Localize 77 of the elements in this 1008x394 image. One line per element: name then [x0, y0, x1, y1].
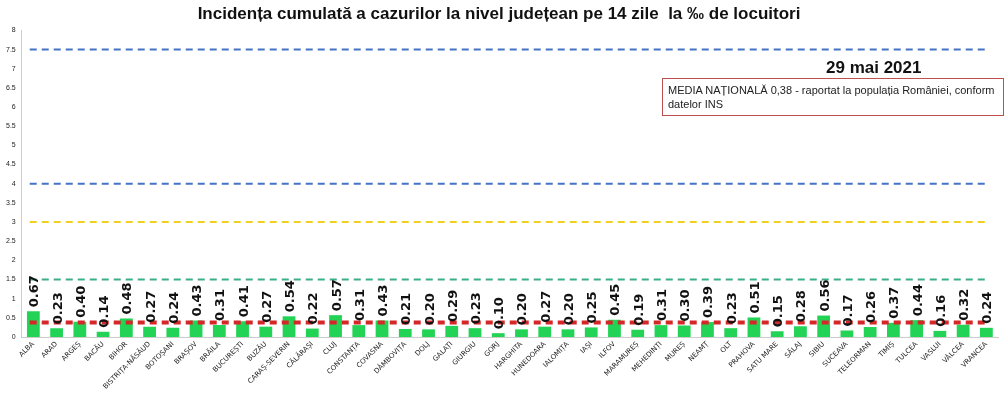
data-label: 0.31 [212, 289, 228, 322]
bar [956, 324, 970, 337]
bar [73, 321, 87, 337]
data-label: 0.20 [514, 293, 530, 326]
data-label: 0.14 [96, 295, 112, 328]
bar [352, 325, 366, 337]
bar [979, 327, 993, 337]
bar [863, 327, 877, 337]
bar [259, 326, 273, 337]
data-label: 0.27 [142, 290, 158, 323]
data-label: 0.25 [584, 291, 600, 324]
data-label: 0.28 [793, 290, 809, 323]
bar [794, 326, 807, 337]
data-label: 0.17 [839, 294, 855, 327]
data-label: 0.56 [816, 279, 832, 312]
data-label: 0.67 [26, 275, 42, 308]
bar [677, 325, 691, 337]
bar [468, 328, 482, 337]
data-label: 0.16 [932, 294, 948, 327]
bar [143, 326, 156, 337]
data-label: 0.24 [165, 291, 181, 324]
bar [445, 325, 459, 337]
bar [491, 333, 505, 337]
data-label: 0.31 [351, 289, 367, 322]
data-label: 0.48 [119, 282, 135, 315]
bar [212, 325, 226, 337]
data-label: 0.43 [189, 284, 205, 317]
data-label: 0.26 [863, 290, 879, 324]
bar [887, 322, 900, 337]
bar [724, 328, 738, 337]
data-label: 0.32 [956, 288, 972, 321]
data-label: 0.23 [723, 292, 739, 325]
bar [166, 327, 180, 337]
bar [701, 322, 714, 337]
data-label: 0.51 [746, 281, 762, 314]
data-label: 0.24 [979, 291, 995, 324]
bar [770, 331, 784, 337]
bar [840, 330, 854, 337]
bar [584, 327, 598, 337]
annotation: 29 mai 2021 [826, 58, 922, 78]
data-label: 0.22 [305, 292, 321, 325]
bar [561, 329, 575, 337]
bar [50, 328, 63, 337]
annotation: MEDIA NAȚIONALĂ 0,38 - raportat la populația României, conform datelor INS [662, 78, 1004, 116]
data-label: 0.20 [560, 293, 576, 326]
bar [422, 329, 435, 337]
bar [933, 330, 947, 337]
data-label: 0.40 [72, 285, 88, 318]
bar [515, 329, 528, 337]
bar [329, 315, 342, 337]
data-label: 0.39 [700, 285, 716, 319]
data-label: 0.57 [328, 279, 344, 312]
data-label: 0.54 [282, 280, 298, 313]
data-label: 0.37 [886, 286, 902, 319]
data-label: 0.20 [421, 293, 437, 326]
bar [26, 311, 40, 337]
data-label: 0.27 [258, 290, 274, 323]
data-label: 0.44 [909, 284, 925, 317]
data-label: 0.27 [537, 290, 553, 323]
data-label: 0.30 [677, 289, 693, 322]
data-label: 0.19 [630, 293, 646, 326]
data-label: 0.45 [607, 283, 623, 316]
chart-title: Incidența cumulată a cazurilor la nivel județean pe 14 zile la ‰ de locuitori [197, 3, 801, 23]
data-label: 0.43 [375, 284, 391, 317]
data-label: 0.23 [468, 292, 483, 325]
data-label: 0.21 [398, 292, 414, 325]
data-label: 0.41 [235, 285, 251, 318]
data-label: 0.23 [49, 292, 65, 325]
bar [305, 328, 319, 337]
data-label: 0.29 [444, 289, 460, 322]
bar [398, 328, 412, 337]
bar [654, 325, 668, 337]
bar [631, 329, 645, 337]
bar [538, 326, 552, 337]
data-label: 0.10 [491, 297, 507, 330]
data-label: 0.15 [770, 295, 786, 328]
data-label: 0.31 [653, 289, 669, 322]
